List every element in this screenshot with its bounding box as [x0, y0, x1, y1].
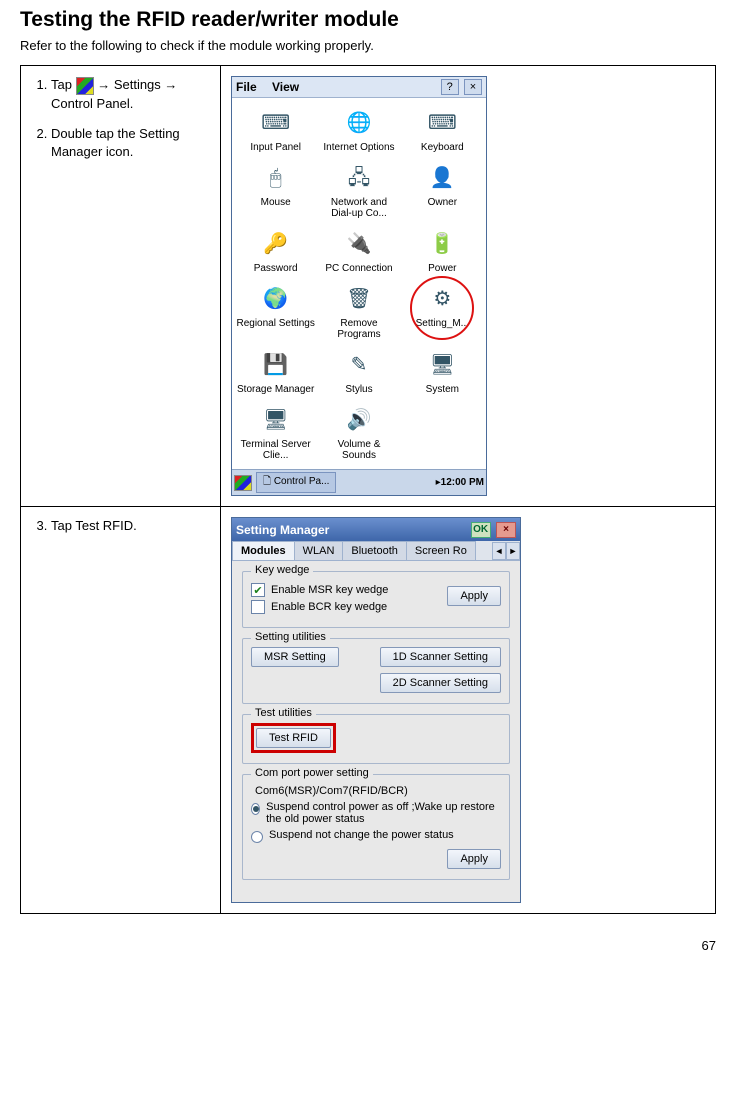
step-2: Double tap the Setting Manager icon. — [51, 125, 210, 161]
cp-item[interactable]: 🔌PC Connection — [319, 227, 398, 274]
close-button[interactable]: × — [464, 79, 482, 95]
intro-text: Refer to the following to check if the m… — [20, 38, 716, 53]
tab-bluetooth[interactable]: Bluetooth — [342, 541, 406, 560]
cp-item[interactable]: ⌨Keyboard — [403, 106, 482, 153]
com-option-1[interactable]: Suspend control power as off ;Wake up re… — [251, 801, 501, 825]
cp-item[interactable]: ⚙Setting_M... — [403, 282, 482, 340]
com-port-group: Com port power setting Com6(MSR)/Com7(RF… — [242, 774, 510, 880]
setting-manager-screenshot: Setting Manager OK × ModulesWLANBluetoot… — [231, 517, 521, 903]
test-rfid-button[interactable]: Test RFID — [256, 728, 331, 748]
enable-msr-checkbox[interactable]: ✔ Enable MSR key wedge — [251, 583, 388, 597]
instruction-table: Tap → Settings → Control Panel. Double t… — [20, 65, 716, 914]
page-number: 67 — [20, 938, 716, 953]
ok-button[interactable]: OK — [471, 522, 491, 538]
close-button[interactable]: × — [496, 522, 516, 538]
cp-item[interactable]: 🌐Internet Options — [319, 106, 398, 153]
taskbar-item[interactable]: 🗋 Control Pa... — [256, 472, 336, 493]
tab-modules[interactable]: Modules — [232, 541, 295, 560]
menu-view[interactable]: View — [272, 80, 299, 94]
tab-screen ro[interactable]: Screen Ro — [406, 541, 476, 560]
apply-button[interactable]: Apply — [447, 586, 501, 606]
com-option-2[interactable]: Suspend not change the power status — [251, 829, 501, 843]
msr-setting-button[interactable]: MSR Setting — [251, 647, 339, 667]
test-utilities-group: Test utilities Test RFID — [242, 714, 510, 764]
windows-icon — [76, 77, 94, 95]
cp-item[interactable]: 🌍Regional Settings — [236, 282, 315, 340]
control-panel-screenshot: File View ? × ⌨Input Panel🌐Internet Opti… — [231, 76, 487, 496]
cp-item[interactable]: 🖥Terminal Server Clie... — [236, 403, 315, 461]
test-rfid-highlight: Test RFID — [251, 723, 336, 753]
cp-item[interactable]: ⌨Input Panel — [236, 106, 315, 153]
2d-scanner-button[interactable]: 2D Scanner Setting — [380, 673, 501, 693]
cp-item[interactable]: ✎Stylus — [319, 348, 398, 395]
start-icon[interactable] — [234, 475, 252, 491]
step-3: Tap Test RFID. — [51, 517, 210, 535]
cp-item[interactable]: 🖧Network and Dial-up Co... — [319, 161, 398, 219]
cp-item[interactable]: 🔊Volume & Sounds — [319, 403, 398, 461]
setting-utilities-group: Setting utilities MSR Setting 1D Scanner… — [242, 638, 510, 704]
menu-file[interactable]: File — [236, 80, 257, 94]
window-title: Setting Manager — [236, 523, 329, 537]
page-title: Testing the RFID reader/writer module — [20, 8, 716, 32]
cp-item[interactable]: 🗑Remove Programs — [319, 282, 398, 340]
tab-scroll-right[interactable]: ► — [506, 542, 520, 560]
apply-button[interactable]: Apply — [447, 849, 501, 869]
cp-item[interactable]: 🖥System — [403, 348, 482, 395]
enable-bcr-checkbox[interactable]: Enable BCR key wedge — [251, 600, 388, 614]
step-1: Tap → Settings → Control Panel. — [51, 76, 210, 113]
com-port-sub: Com6(MSR)/Com7(RFID/BCR) — [255, 785, 501, 797]
key-wedge-group: Key wedge ✔ Enable MSR key wedge Enable … — [242, 571, 510, 628]
cp-item[interactable]: 🔑Password — [236, 227, 315, 274]
cp-item[interactable]: 🖱Mouse — [236, 161, 315, 219]
tab-scroll-left[interactable]: ◄ — [492, 542, 506, 560]
1d-scanner-button[interactable]: 1D Scanner Setting — [380, 647, 501, 667]
cp-item[interactable]: 💾Storage Manager — [236, 348, 315, 395]
tab-wlan[interactable]: WLAN — [294, 541, 344, 560]
cp-item[interactable]: 👤Owner — [403, 161, 482, 219]
clock: 12:00 PM — [441, 477, 484, 488]
help-button[interactable]: ? — [441, 79, 459, 95]
cp-item[interactable]: 🔋Power — [403, 227, 482, 274]
